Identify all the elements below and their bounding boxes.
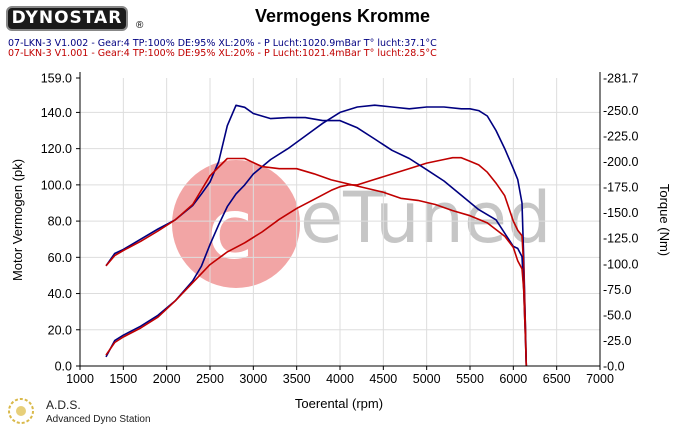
- y2-tick-label: -125.0: [603, 232, 638, 246]
- ads-logo-icon: [8, 398, 34, 424]
- watermark-circle: [172, 160, 300, 288]
- y2-tick-label: -100.0: [603, 257, 638, 271]
- x-tick-label: 5500: [456, 372, 484, 386]
- x-tick-label: 5000: [413, 372, 441, 386]
- x-tick-label: 3500: [283, 372, 311, 386]
- y-tick-label: 20.0: [48, 323, 72, 337]
- y2-tick-label: -50.0: [603, 308, 632, 322]
- y-tick-label: 140.0: [41, 106, 72, 120]
- y-axis-label-right: Torque (Nm): [657, 184, 672, 256]
- registered-mark: ®: [136, 20, 144, 31]
- etuned-watermark: c eTuned: [172, 160, 551, 288]
- x-axis-label: Toerental (rpm): [295, 396, 383, 411]
- run-legend-2: 07-LKN-3 V1.001 - Gear:4 TP:100% DE:95% …: [8, 48, 437, 59]
- ads-brand: A.D.S. Advanced Dyno Station: [46, 399, 151, 426]
- y-axis-label-left: Motor Vermogen (pk): [10, 159, 25, 281]
- y2-tick-label: -25.0: [603, 334, 632, 348]
- y2-tick-label: -250.0: [603, 104, 638, 118]
- y-tick-label: 100.0: [41, 178, 72, 192]
- watermark-c: c: [207, 180, 253, 278]
- ads-brand-full: Advanced Dyno Station: [46, 414, 151, 425]
- x-tick-label: 1000: [66, 372, 94, 386]
- x-tick-label: 3000: [239, 372, 267, 386]
- x-tick-label: 7000: [586, 372, 614, 386]
- y-tick-label: 0.0: [55, 360, 72, 374]
- x-tick-label: 6000: [499, 372, 527, 386]
- dynostar-logo: DYNOSTAR: [6, 6, 128, 31]
- chart-series: [105, 104, 528, 367]
- y-tick-label: 40.0: [48, 287, 72, 301]
- series-line-2: [105, 156, 528, 367]
- y2-tick-label: -281.7: [603, 72, 638, 86]
- series-line-4: [105, 157, 528, 367]
- y2-tick-label: -75.0: [603, 283, 632, 297]
- chart-ticks: 1000 1500 2000 2500 3000 3500 4000 4500 5000 5500…: [41, 72, 639, 387]
- series-line-1: [105, 104, 528, 367]
- y2-tick-label: -175.0: [603, 181, 638, 195]
- watermark-text: eTuned: [300, 177, 551, 259]
- y-tick-label: 120.0: [41, 142, 72, 156]
- x-tick-label: 4000: [326, 372, 354, 386]
- dynostar-logo-text: DYNOSTAR: [11, 8, 123, 28]
- x-tick-label: 4500: [369, 372, 397, 386]
- x-tick-label: 2500: [196, 372, 224, 386]
- y-tick-label: 60.0: [48, 251, 72, 265]
- y2-tick-label: -200.0: [603, 155, 638, 169]
- x-tick-label: 6500: [543, 372, 571, 386]
- y2-tick-label: -0.0: [603, 360, 625, 374]
- run-legend-1: 07-LKN-3 V1.002 - Gear:4 TP:100% DE:95% …: [8, 38, 437, 49]
- y2-tick-label: -225.0: [603, 129, 638, 143]
- y-tick-label: 159.0: [41, 72, 72, 86]
- x-tick-label: 1500: [109, 372, 137, 386]
- x-tick-label: 2000: [153, 372, 181, 386]
- chart-title: Vermogens Kromme: [254, 6, 431, 26]
- y-tick-label: 80.0: [48, 215, 72, 229]
- ads-brand-short: A.D.S.: [46, 398, 81, 412]
- y2-tick-label: -150.0: [603, 206, 638, 220]
